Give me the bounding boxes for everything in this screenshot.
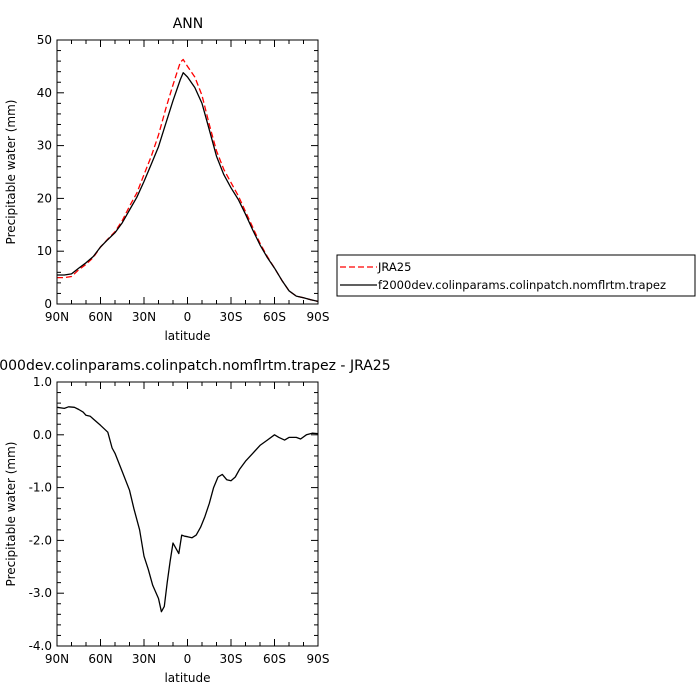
y-tick-label: -2.0 — [29, 533, 52, 547]
top-panel: ANN Precipitable water (mm) latitude 90N 60N… — [4, 16, 329, 343]
x-tick-label: 30N — [132, 652, 156, 666]
y-tick-label: 50 — [37, 33, 52, 47]
x-tick-label: 90N — [45, 652, 69, 666]
y-tick-label: 10 — [37, 244, 52, 258]
y-tick-label: 30 — [37, 139, 52, 153]
legend-label-2: f2000dev.colinparams.colinpatch.nomflrtm… — [378, 278, 666, 292]
x-tick-label: 60N — [88, 652, 112, 666]
y-tick-label: 0.0 — [33, 428, 52, 442]
x-tick-label: 60N — [88, 310, 112, 324]
legend-box — [336, 254, 696, 297]
series-line-2 — [57, 72, 319, 303]
y-axis-label: Precipitable water (mm) — [4, 442, 18, 587]
plot-frame — [56, 39, 319, 305]
x-tick-label: 0 — [184, 310, 192, 324]
y-axis-label: Precipitable water (mm) — [4, 100, 18, 245]
bottom-panel: f2000dev.colinparams.colinpatch.nomflrtm… — [0, 358, 391, 685]
x-tick-label: 30S — [220, 652, 243, 666]
series-line-1 — [57, 58, 319, 303]
x-tick-label: 30S — [220, 310, 243, 324]
chart-title: f2000dev.colinparams.colinpatch.nomflrtm… — [0, 358, 391, 374]
y-tick-label: 40 — [37, 86, 52, 100]
series-line-1 — [56, 406, 319, 613]
legend: JRA25 f2000dev.colinparams.colinpatch.nom… — [336, 254, 696, 297]
legend-label-1: JRA25 — [377, 260, 411, 274]
y-tick-label: -1.0 — [29, 481, 52, 495]
x-tick-label: 90S — [307, 652, 330, 666]
x-axis-label: latitude — [164, 671, 210, 685]
x-tick-label: 90S — [307, 310, 330, 324]
y-tick-label: -4.0 — [29, 639, 52, 653]
y-tick-label: 20 — [37, 191, 52, 205]
y-tick-label: 1.0 — [33, 375, 52, 389]
plot-frame — [56, 381, 319, 647]
x-tick-label: 0 — [184, 652, 192, 666]
x-tick-label: 60S — [263, 310, 286, 324]
x-tick-label: 90N — [45, 310, 69, 324]
x-tick-label: 60S — [263, 652, 286, 666]
x-tick-label: 30N — [132, 310, 156, 324]
y-tick-label: 0 — [44, 297, 52, 311]
y-tick-label: -3.0 — [29, 586, 52, 600]
x-axis-label: latitude — [164, 329, 210, 343]
chart-title: ANN — [173, 16, 204, 32]
